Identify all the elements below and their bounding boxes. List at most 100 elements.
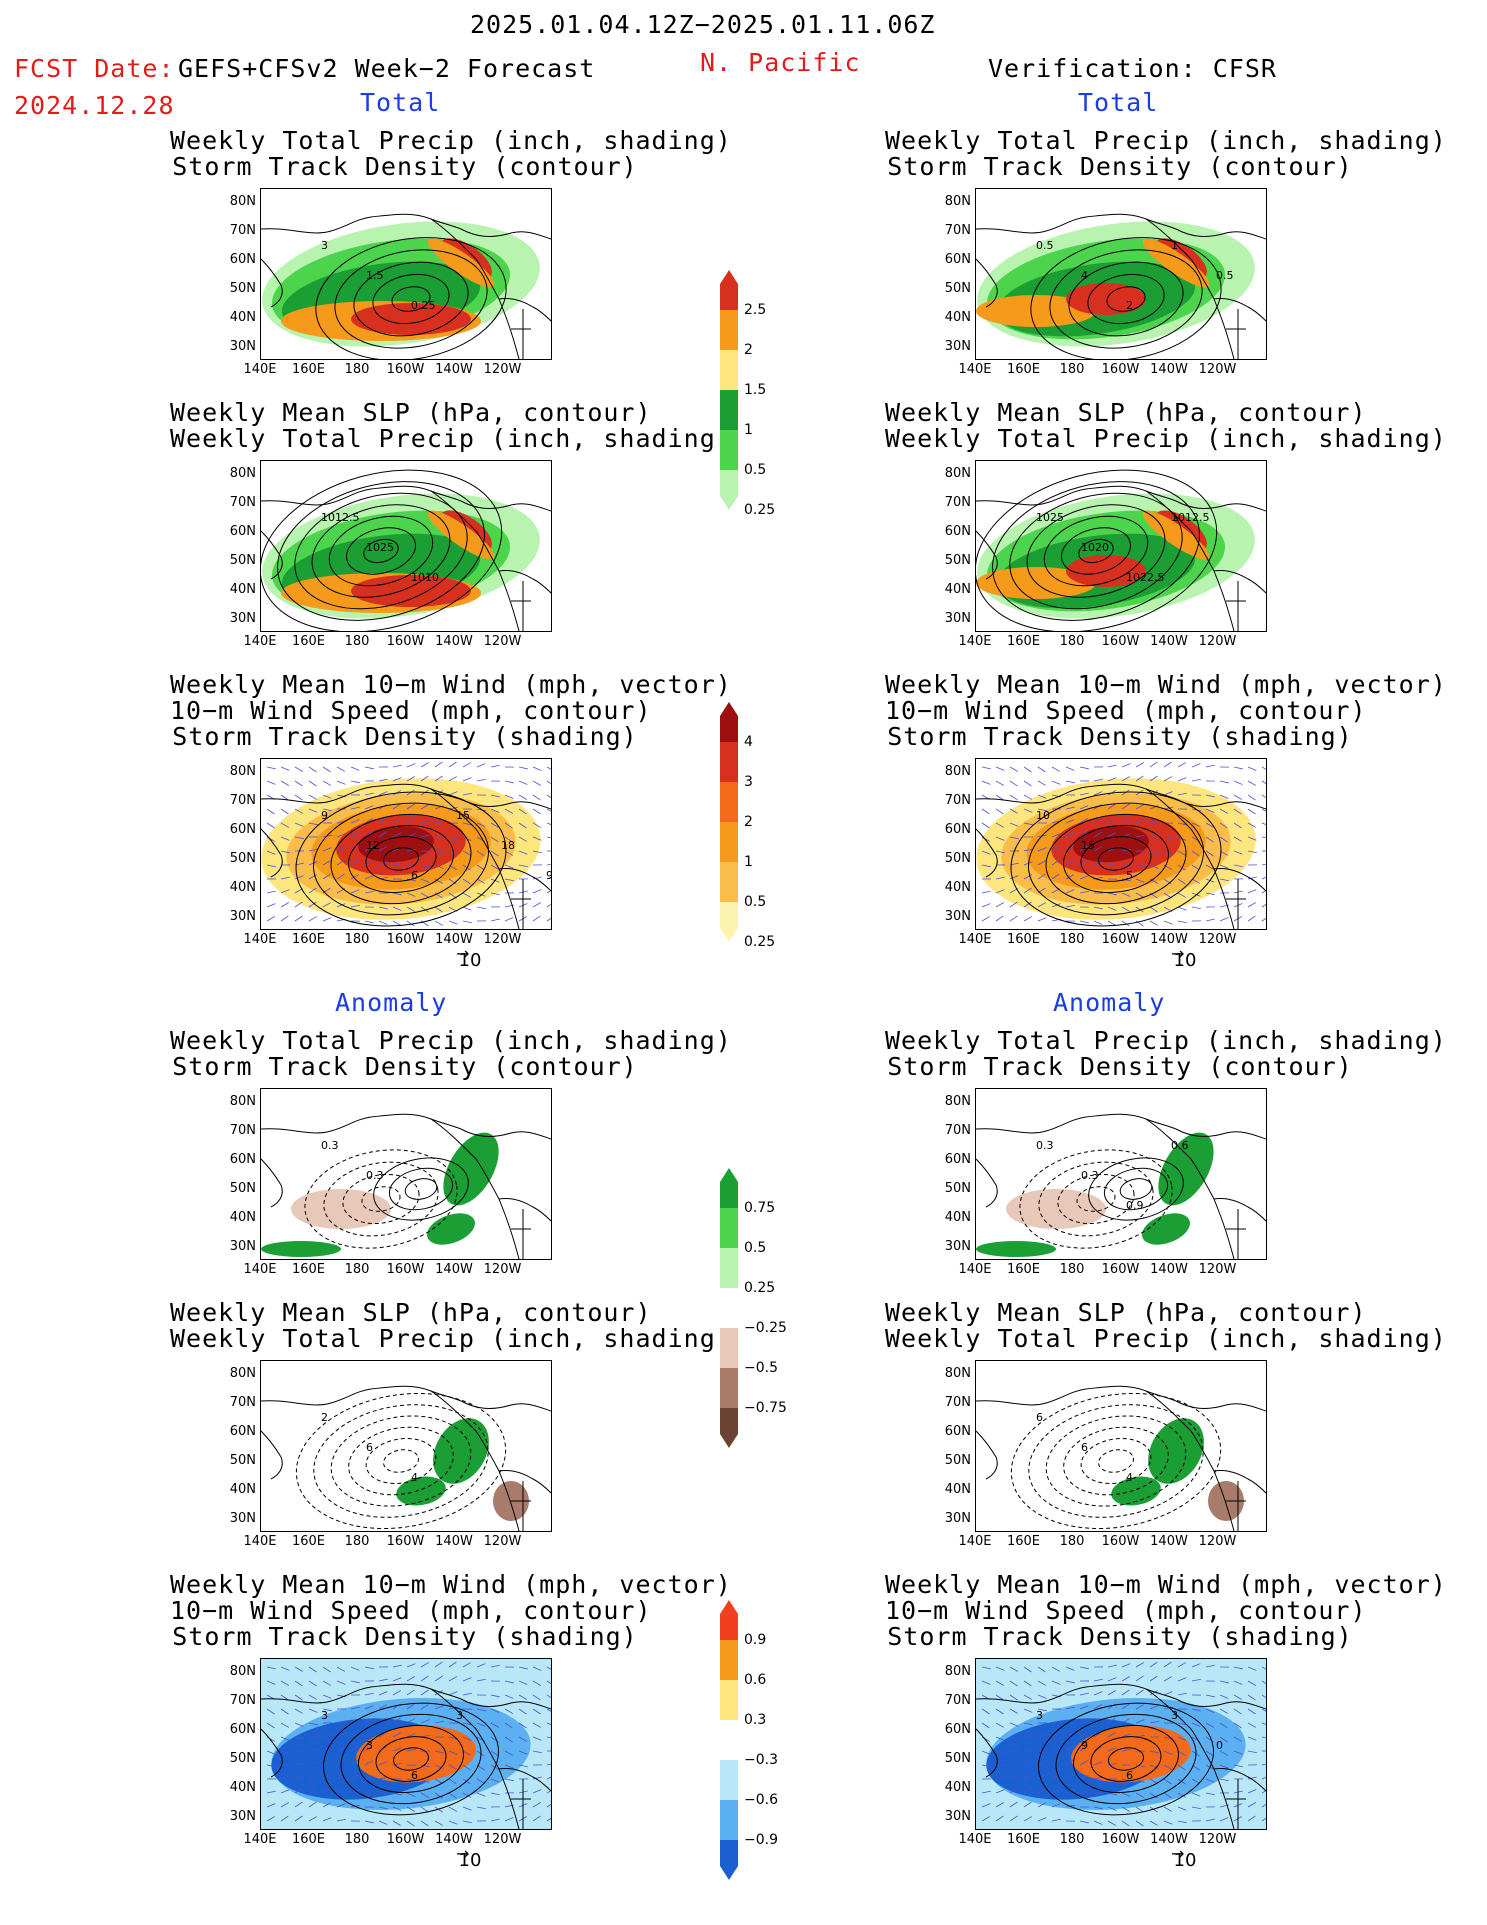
lon-label: 140W: [1150, 362, 1188, 377]
lon-label: 160W: [386, 1262, 425, 1277]
contour-label: 6: [1036, 1411, 1043, 1424]
lon-label: 120W: [483, 362, 522, 377]
colorbar-segment: [720, 1168, 738, 1208]
panel-title-line: Storm Track Density (contour): [172, 152, 638, 181]
contour-label: 6: [1081, 1441, 1088, 1454]
panel-title-line: Storm Track Density (shading): [172, 1622, 638, 1651]
lon-label: 160W: [1101, 932, 1140, 947]
lat-label: 70N: [944, 495, 971, 510]
lat-label: 30N: [944, 1239, 971, 1254]
lon-label: 160E: [291, 1262, 326, 1277]
colorbar-segment: [720, 430, 738, 470]
lon-label: 120W: [483, 932, 522, 947]
map-panel: 3 1.5 0.25: [260, 188, 552, 360]
lat-label: 40N: [229, 880, 256, 895]
contour-label: 1: [1171, 239, 1178, 252]
colorbar-segment: [720, 1328, 738, 1368]
lon-label: 120W: [483, 1832, 522, 1847]
lat-label: 40N: [229, 1780, 256, 1795]
colorbar-label: −0.6: [744, 1792, 778, 1808]
lat-label: 30N: [229, 1511, 256, 1526]
lon-label: 160W: [1101, 362, 1140, 377]
contour-label: 4: [411, 1471, 418, 1484]
colorbar-label: 0.5: [744, 462, 767, 478]
lon-label: 140E: [958, 932, 992, 947]
lat-label: 50N: [944, 1181, 971, 1196]
panel-title-line: Weekly Mean 10−m Wind (mph, vector): [170, 670, 732, 699]
lon-label: 160E: [1006, 1262, 1041, 1277]
lat-label: 60N: [229, 1722, 256, 1737]
contour-label: 0.25: [411, 299, 436, 312]
lat-label: 80N: [229, 1094, 256, 1109]
panel-title-line: 10−m Wind Speed (mph, contour): [170, 696, 652, 725]
date-range: 2025.01.04.12Z−2025.01.11.06Z: [470, 10, 936, 39]
contour-label: 4: [1126, 1471, 1133, 1484]
colorbar-label: 0.75: [744, 1200, 776, 1216]
lat-label: 70N: [229, 495, 256, 510]
vector-reference-label: 10: [1173, 1850, 1197, 1871]
vector-reference-label: 10: [458, 950, 482, 971]
panel-title-line: Weekly Total Precip (inch, shading): [885, 1026, 1447, 1055]
lat-label: 40N: [944, 582, 971, 597]
lon-label: 140W: [435, 1534, 473, 1549]
panel-title-line: 10−m Wind Speed (mph, contour): [170, 1596, 652, 1625]
colorbar-label: 1.5: [744, 382, 767, 398]
lat-label: 40N: [229, 310, 256, 325]
lon-label: 140E: [958, 1262, 992, 1277]
vector-reference-arrow: →: [1171, 1844, 1185, 1863]
lat-label: 50N: [229, 1181, 256, 1196]
lat-label: 50N: [229, 1751, 256, 1766]
colorbar-segment: [720, 1800, 738, 1840]
colorbar-segment: [720, 1720, 738, 1760]
map-panel: 1025 1020 1022.5 1012.5: [975, 460, 1267, 632]
contour-label: 3: [321, 1709, 328, 1722]
lon-label: 160E: [1006, 932, 1041, 947]
lon-label: 180: [344, 1832, 370, 1847]
lon-label: 140W: [435, 1262, 473, 1277]
panel-title-line: Weekly Mean SLP (hPa, contour): [885, 1298, 1367, 1327]
colorbar-segment: [720, 702, 738, 742]
lon-label: 140W: [1150, 634, 1188, 649]
lon-label: 160W: [386, 1832, 425, 1847]
lat-label: 70N: [229, 1123, 256, 1138]
colorbar-label: 1: [744, 422, 753, 438]
lon-label: 160W: [1101, 1534, 1140, 1549]
vector-reference-arrow: →: [1171, 944, 1185, 963]
lat-label: 40N: [944, 310, 971, 325]
contour-label: 6: [411, 1769, 418, 1782]
section-anomaly-left: Anomaly: [335, 988, 448, 1017]
lon-label: 180: [1059, 1832, 1085, 1847]
lon-label: 140E: [958, 1832, 992, 1847]
panel-title-line: Weekly Mean 10−m Wind (mph, vector): [885, 1570, 1447, 1599]
lat-label: 70N: [229, 1395, 256, 1410]
contour-label: 12: [366, 839, 380, 852]
colorbar-segment: [720, 310, 738, 350]
verification-label: Verification: CFSR: [988, 54, 1277, 83]
colorbar-label: 1: [744, 854, 753, 870]
lon-label: 140E: [243, 1262, 277, 1277]
lat-label: 60N: [944, 1152, 971, 1167]
lon-label: 160E: [291, 1832, 326, 1847]
panel-title-line: Weekly Mean 10−m Wind (mph, vector): [170, 1570, 732, 1599]
colorbar-label: 2: [744, 814, 753, 830]
lon-label: 180: [344, 932, 370, 947]
lat-label: 80N: [229, 194, 256, 209]
colorbar-segment: [720, 1208, 738, 1248]
lon-label: 140W: [435, 362, 473, 377]
lon-label: 140E: [958, 1534, 992, 1549]
contour-label: 1010: [411, 571, 439, 584]
lon-label: 140W: [1150, 1262, 1188, 1277]
contour-label: 15: [456, 809, 470, 822]
contour-label: 1022.5: [1126, 571, 1165, 584]
map-panel: 3 9 6 3 0: [975, 1658, 1267, 1830]
lat-label: 30N: [944, 339, 971, 354]
lon-label: 160E: [1006, 634, 1041, 649]
lat-label: 30N: [944, 611, 971, 626]
contour-label: 0.6: [1171, 1139, 1189, 1152]
panel-title-line: Storm Track Density (shading): [887, 1622, 1353, 1651]
colorbar-label: 0.9: [744, 1632, 767, 1648]
lat-label: 50N: [229, 553, 256, 568]
contour-label: 3: [1036, 1709, 1043, 1722]
colorbar-segment: [720, 1368, 738, 1408]
lat-label: 80N: [944, 466, 971, 481]
